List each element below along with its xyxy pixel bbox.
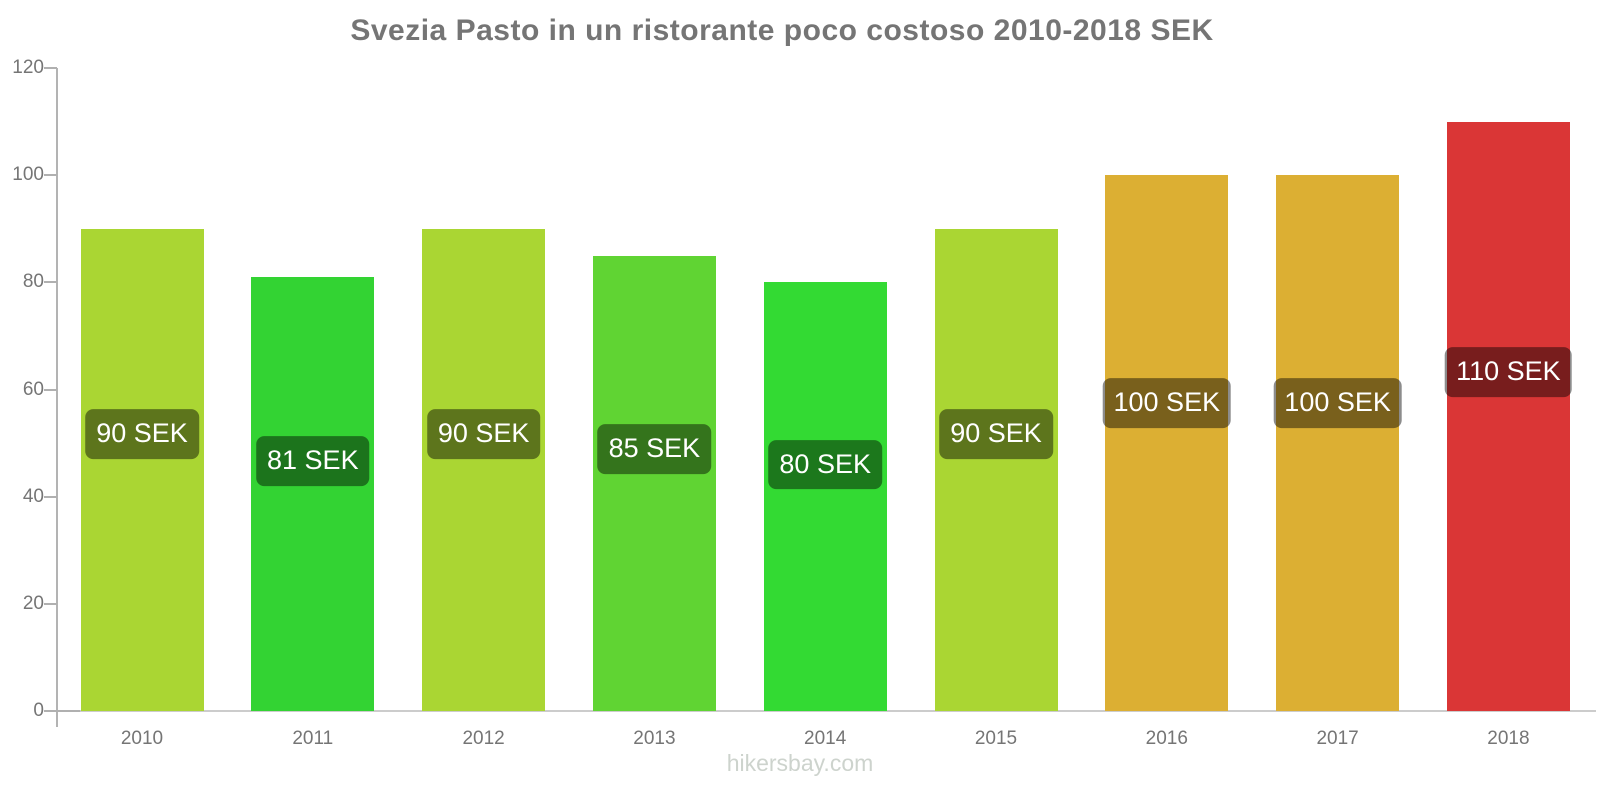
x-tick-label: 2016 [1145,728,1188,749]
y-tick-label: 120 [12,57,44,78]
x-tick-label: 2017 [1316,728,1359,749]
x-tick-label: 2015 [974,728,1018,749]
bar-value-label: 81 SEK [256,436,370,487]
y-tick-mark [44,710,80,712]
y-tick-mark [44,602,57,605]
bar-value-label: 110 SEK [1445,347,1572,397]
chart-title: Svezia Pasto in un ristorante poco costo… [350,14,1214,47]
y-tick-mark [44,281,57,284]
bar-value-label: 85 SEK [597,424,712,474]
y-tick-label: 100 [12,164,44,186]
chart-bar-2013: 85 SEK [592,255,716,711]
bar-value-label: 90 SEK [426,408,541,459]
y-tick-label: 40 [22,485,44,507]
chart-bar-2016: 100 SEK [1102,175,1232,711]
y-tick-label: 20 [22,592,44,614]
y-tick-label: 0 [33,700,44,721]
bar-value-label: 90 SEK [939,408,1053,459]
chart-bar-2012: 90 SEK [422,228,546,711]
watermark: hikersbay.com [726,750,874,776]
y-tick-mark [44,67,57,69]
x-tick-label: 2012 [462,728,505,749]
chart-bar-2017: 100 SEK [1273,175,1402,711]
y-axis-line [56,68,58,727]
y-tick-mark [44,388,57,391]
y-tick-mark [44,495,57,498]
chart-bar-2018: 110 SEK [1445,121,1572,711]
bar-value-label: 90 SEK [85,408,199,459]
y-tick-label: 60 [22,378,44,400]
bar-value-label: 100 SEK [1102,377,1232,428]
x-tick-label: 2014 [804,728,847,749]
y-tick-mark [44,174,57,177]
chart-bar-2014: 80 SEK [763,282,887,711]
x-tick-label: 2013 [633,728,676,749]
x-tick-label: 2010 [120,728,164,749]
chart-bar-2010: 90 SEK [80,228,204,711]
y-tick-label: 80 [22,271,44,293]
x-tick-label: 2011 [292,728,334,749]
x-tick-label: 2018 [1487,728,1530,749]
chart-bar-2015: 90 SEK [934,228,1058,711]
bar-value-label: 100 SEK [1273,377,1402,428]
x-axis-baseline [56,710,1596,712]
bar-value-label: 80 SEK [768,439,882,490]
chart-bar-2011: 81 SEK [251,276,375,711]
